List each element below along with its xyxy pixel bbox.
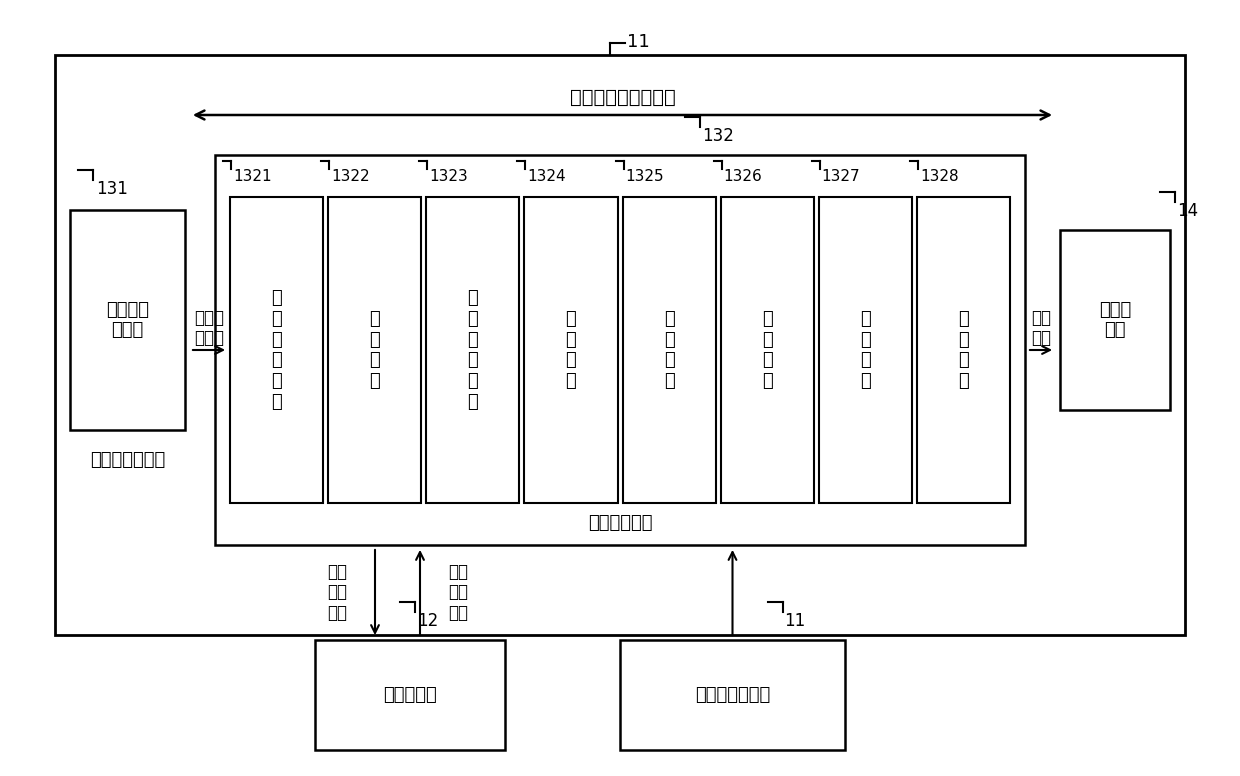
- Text: 1322: 1322: [331, 169, 370, 184]
- Text: 片内安全控制器: 片内安全控制器: [89, 451, 165, 469]
- Bar: [620, 640, 844, 750]
- Text: 写
入
单
元: 写 入 单 元: [370, 310, 381, 390]
- Text: 选
择
单
元: 选 择 单 元: [859, 310, 870, 390]
- Text: 真随机数发生器: 真随机数发生器: [694, 686, 770, 704]
- Text: 存储器接
口模块: 存储器接 口模块: [105, 300, 149, 339]
- Text: 11: 11: [627, 33, 650, 51]
- Text: 地址加扰模块: 地址加扰模块: [588, 514, 652, 532]
- Text: 12: 12: [417, 612, 438, 630]
- Bar: [329, 197, 422, 503]
- Bar: [720, 197, 813, 503]
- Text: 1324: 1324: [527, 169, 565, 184]
- Text: 1321: 1321: [233, 169, 272, 184]
- Bar: [1060, 230, 1171, 410]
- Text: 14: 14: [1177, 202, 1198, 220]
- Text: 1327: 1327: [822, 169, 861, 184]
- Bar: [916, 197, 1011, 503]
- Text: 132: 132: [702, 127, 734, 145]
- Text: 写入
随机
密钥: 写入 随机 密钥: [327, 563, 347, 622]
- Text: 寄
存
单
元: 寄 存 单 元: [959, 310, 968, 390]
- Bar: [215, 155, 1025, 545]
- Text: 读取
随机
密钥: 读取 随机 密钥: [448, 563, 467, 622]
- Bar: [315, 640, 505, 750]
- Text: 1328: 1328: [920, 169, 959, 184]
- Bar: [818, 197, 911, 503]
- Text: 11: 11: [785, 612, 806, 630]
- Text: 未经加
扰地址: 未经加 扰地址: [193, 309, 224, 348]
- Bar: [525, 197, 618, 503]
- Text: 判
断
单
元: 判 断 单 元: [761, 310, 773, 390]
- Text: 片外存
储器: 片外存 储器: [1099, 300, 1131, 339]
- Text: 1326: 1326: [724, 169, 763, 184]
- Bar: [427, 197, 520, 503]
- Text: 1325: 1325: [625, 169, 665, 184]
- Text: 第
一
读
取
单
元: 第 一 读 取 单 元: [272, 289, 281, 411]
- Text: 131: 131: [95, 180, 128, 198]
- Text: 算
法
单
元: 算 法 单 元: [565, 310, 577, 390]
- Bar: [55, 55, 1185, 635]
- Text: 读写片外存储器数据: 读写片外存储器数据: [569, 88, 676, 106]
- Bar: [229, 197, 324, 503]
- Text: 加扰
地址: 加扰 地址: [1030, 309, 1052, 348]
- Bar: [69, 210, 185, 430]
- Text: 发
送
单
元: 发 送 单 元: [663, 310, 675, 390]
- Text: 密钥存储器: 密钥存储器: [383, 686, 436, 704]
- Text: 第
二
读
取
单
元: 第 二 读 取 单 元: [467, 289, 479, 411]
- Bar: [622, 197, 715, 503]
- Text: 1323: 1323: [429, 169, 467, 184]
